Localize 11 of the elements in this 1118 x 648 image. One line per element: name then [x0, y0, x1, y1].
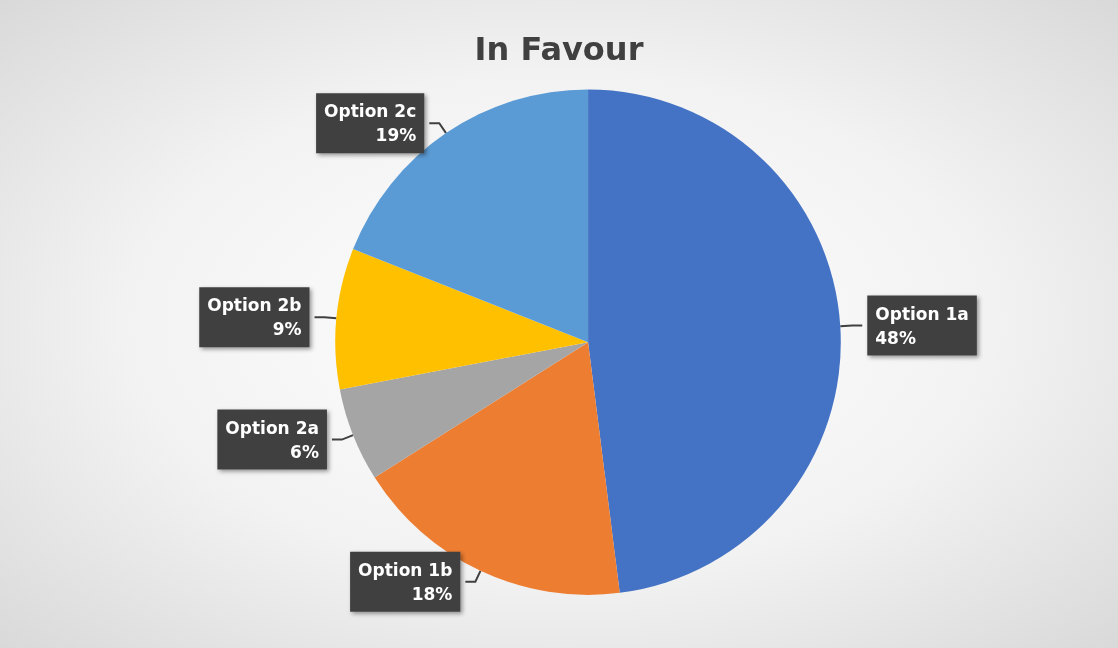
- slice-label: Option 2c: [324, 101, 417, 122]
- slice-label: Option 1a: [875, 303, 969, 324]
- slice-label: Option 1b: [358, 559, 453, 580]
- data-label: 48%: [875, 327, 916, 348]
- chart-title: In Favour: [474, 30, 644, 68]
- data-label: 18%: [411, 583, 453, 604]
- slice-label: Option 2b: [207, 295, 302, 316]
- data-label: 19%: [375, 125, 417, 146]
- data-label: 9%: [272, 319, 302, 340]
- data-label: 6%: [290, 441, 319, 462]
- slice-label: Option 2a: [225, 417, 319, 438]
